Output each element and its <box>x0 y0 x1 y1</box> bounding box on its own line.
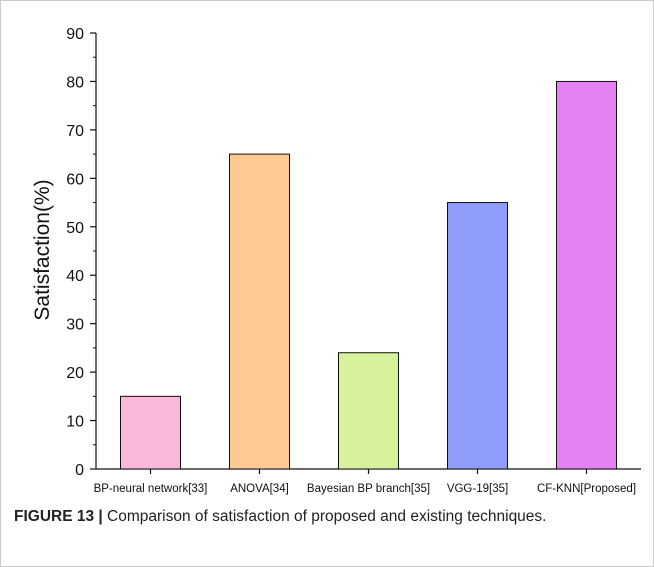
y-tick-label: 20 <box>66 365 84 382</box>
y-tick-label: 30 <box>66 317 84 334</box>
y-tick-label: 70 <box>66 123 84 140</box>
x-tick-label: ANOVA[34] <box>230 483 289 495</box>
bar <box>338 352 399 470</box>
y-tick-label: 90 <box>66 26 84 43</box>
y-tick-label: 10 <box>66 414 84 431</box>
bar <box>229 153 290 470</box>
caption-label: FIGURE 13 | <box>14 508 103 525</box>
bar <box>447 202 508 470</box>
figure-caption: FIGURE 13 | Comparison of satisfaction o… <box>14 508 644 526</box>
x-tick-label: VGG-19[35] <box>447 483 508 495</box>
bar <box>556 80 617 470</box>
y-axis-label: Satisfaction(%) <box>31 179 54 320</box>
y-tick-label: 0 <box>75 462 84 479</box>
y-tick-label: 80 <box>66 74 84 91</box>
y-tick-label: 40 <box>66 268 84 285</box>
x-tick-label: Bayesian BP branch[35] <box>307 483 430 495</box>
x-tick-label: BP-neural network[33] <box>94 483 208 495</box>
y-tick-label: 50 <box>66 220 84 237</box>
caption-text: Comparison of satisfaction of proposed a… <box>102 508 547 525</box>
plot-area: 0 10 20 30 40 50 60 70 80 90 BP-neural network[33]… <box>66 26 641 495</box>
bar <box>120 395 181 470</box>
x-tick-label: CF-KNN[Proposed] <box>537 483 636 495</box>
y-tick-label: 60 <box>66 171 84 188</box>
bar-chart: 0 10 20 30 40 50 60 70 80 90 BP-neural network[33]… <box>31 26 641 495</box>
